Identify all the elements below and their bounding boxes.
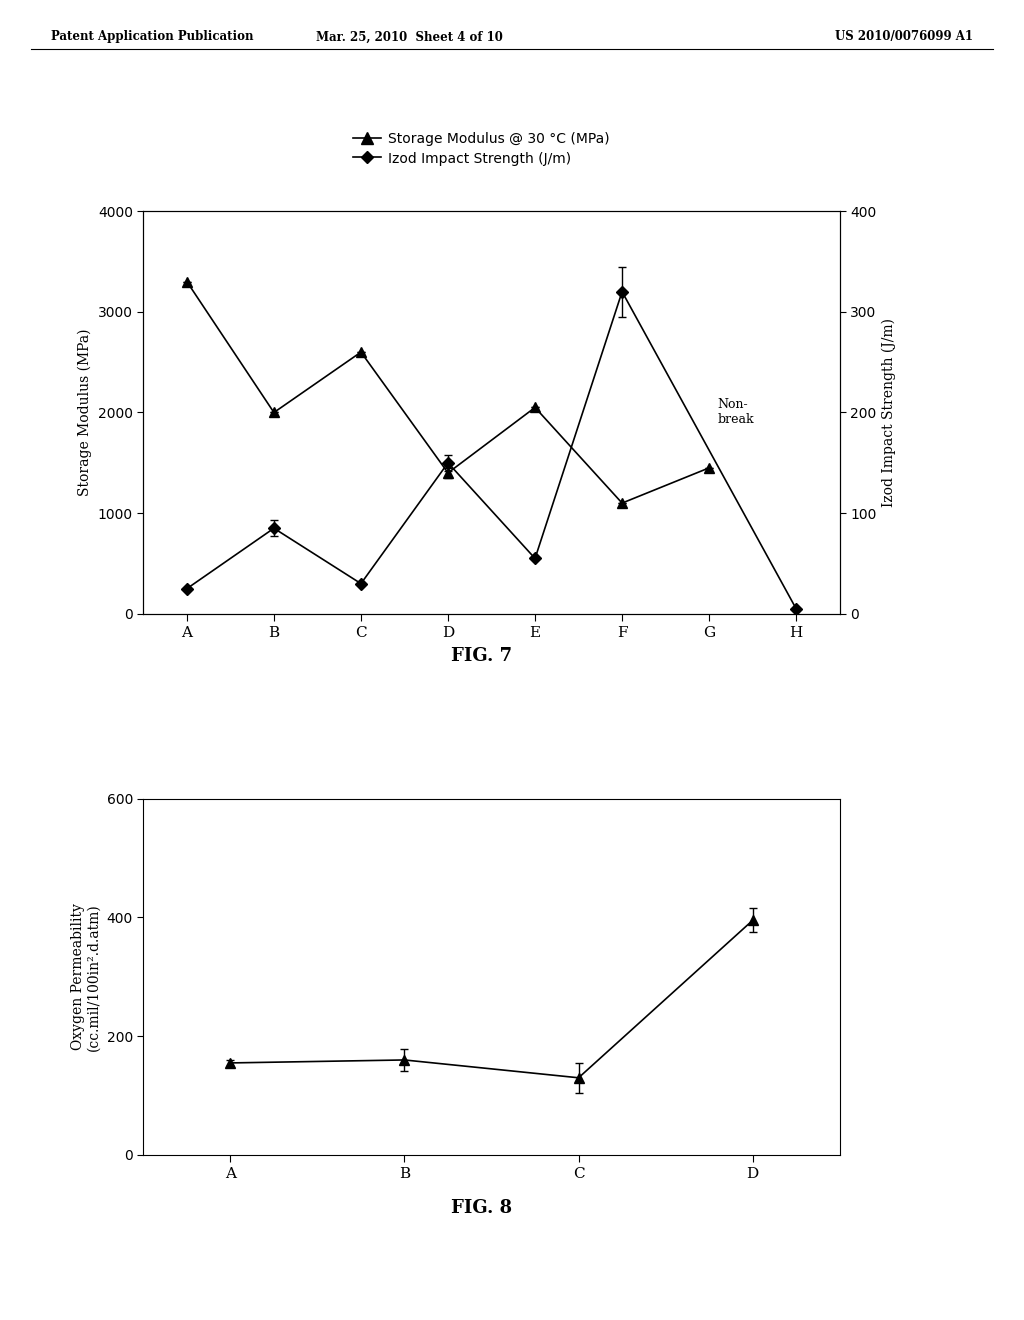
Legend: Storage Modulus @ 30 °C (MPa), Izod Impact Strength (J/m): Storage Modulus @ 30 °C (MPa), Izod Impa… — [353, 132, 609, 166]
Text: FIG. 8: FIG. 8 — [451, 1199, 512, 1217]
Text: US 2010/0076099 A1: US 2010/0076099 A1 — [835, 30, 973, 44]
Text: Patent Application Publication: Patent Application Publication — [51, 30, 254, 44]
Y-axis label: Storage Modulus (MPa): Storage Modulus (MPa) — [78, 329, 92, 496]
Text: Mar. 25, 2010  Sheet 4 of 10: Mar. 25, 2010 Sheet 4 of 10 — [316, 30, 503, 44]
Y-axis label: Oxygen Permeability
(cc.mil/100in².d.atm): Oxygen Permeability (cc.mil/100in².d.atm… — [71, 903, 101, 1051]
Y-axis label: Izod Impact Strength (J/m): Izod Impact Strength (J/m) — [882, 318, 896, 507]
Text: Non-
break: Non- break — [718, 399, 755, 426]
Text: FIG. 7: FIG. 7 — [451, 647, 512, 665]
